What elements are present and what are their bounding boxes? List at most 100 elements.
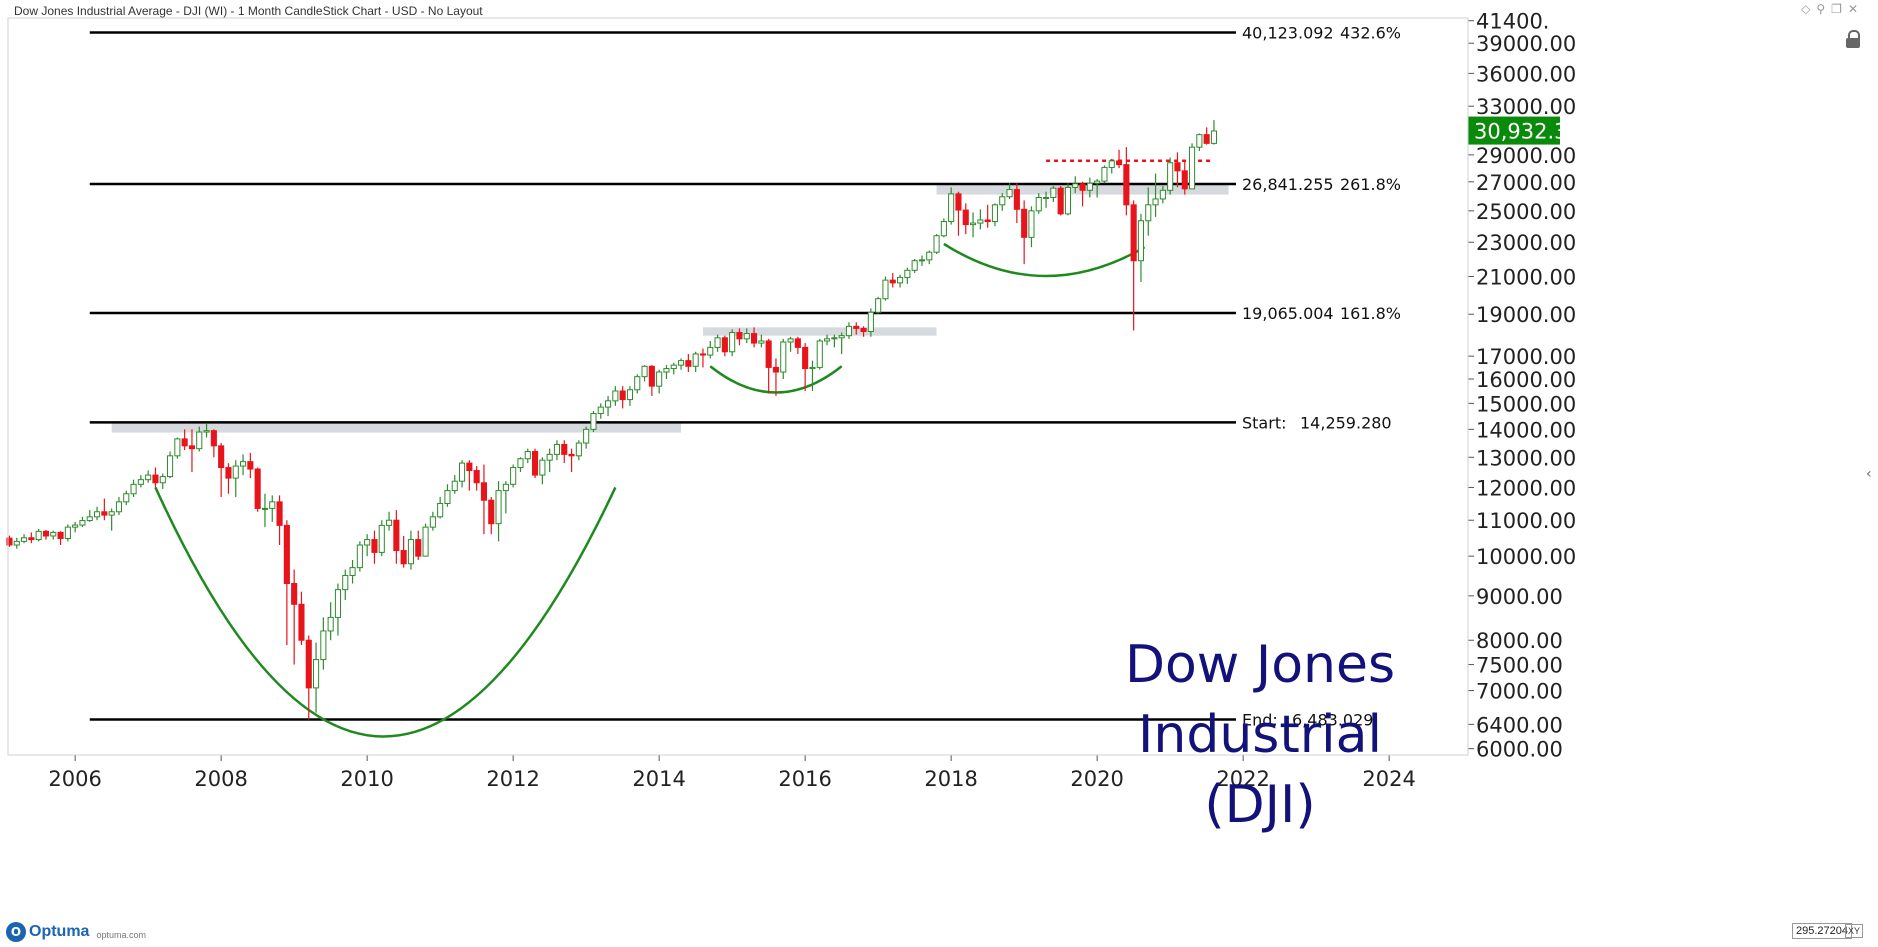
candle-body (809, 366, 816, 370)
candle (371, 530, 378, 564)
date-tick-label: 2006 (48, 767, 101, 791)
price-tick-label: 33000.00 (1476, 95, 1576, 119)
optuma-logo-icon: O (6, 922, 26, 942)
diamond-icon[interactable]: ◇ (1801, 2, 1817, 16)
candle-body (597, 406, 604, 415)
chart-title-line-2: (DJI) (1204, 775, 1316, 835)
fibonacci-levels (89, 31, 1236, 721)
restore-icon[interactable]: ❐ (1831, 2, 1848, 16)
candle (1145, 187, 1152, 236)
close-icon[interactable]: ✕ (1847, 2, 1864, 16)
candle-body (1181, 170, 1188, 190)
candle (181, 429, 188, 451)
candle-body (502, 483, 509, 492)
candle-body (867, 311, 874, 332)
candle (218, 443, 225, 497)
candle (320, 617, 327, 670)
price-tick-label: 6000.00 (1476, 738, 1563, 762)
candle-body (889, 279, 896, 284)
chevron-left-icon[interactable]: ‹ (1866, 466, 1872, 482)
candle (57, 531, 64, 546)
pin-icon[interactable]: ⚲ (1816, 2, 1832, 16)
candle (1028, 206, 1035, 248)
candle (13, 537, 20, 549)
candle-body (583, 428, 590, 444)
candle-body (269, 501, 276, 509)
candle (1189, 143, 1196, 190)
candle-body (459, 462, 466, 482)
candle-body (1101, 166, 1108, 182)
candle (386, 511, 393, 531)
candle (72, 521, 79, 533)
candle (1137, 213, 1145, 282)
candle-body (276, 501, 283, 526)
candle-body (1167, 162, 1174, 191)
candle-body (794, 338, 801, 348)
candle-body (1086, 182, 1093, 191)
candle (276, 495, 283, 546)
candle-body (123, 493, 130, 503)
candle-body (553, 443, 561, 455)
candle (42, 529, 50, 540)
price-tick-label: 19000.00 (1476, 303, 1576, 327)
candle-body (882, 279, 889, 300)
candle (145, 470, 152, 483)
candle-body (626, 389, 634, 401)
candle (524, 448, 531, 464)
xy-toggle-button[interactable]: XY (1845, 924, 1864, 938)
candle-body (86, 516, 93, 522)
candle (999, 193, 1006, 211)
candle (590, 410, 597, 433)
candle (991, 203, 999, 227)
candle (393, 510, 400, 564)
candle-body (780, 341, 787, 373)
candle-body (1159, 189, 1166, 200)
candle-body (685, 360, 692, 367)
candle (1210, 120, 1218, 145)
candle (553, 440, 561, 461)
window-toolbar: ◇⚲❐✕ (1801, 2, 1864, 16)
candle-body (743, 333, 750, 340)
level-percent: 161.8% (1340, 304, 1401, 323)
candle (79, 516, 86, 528)
candle (816, 338, 823, 370)
candle-body (181, 438, 188, 447)
candle-body (1072, 183, 1079, 188)
lock-icon[interactable] (1846, 30, 1860, 48)
logo-subtext: optuma.com (96, 930, 146, 940)
price-axis[interactable]: 41400.39000.00 36000.00 33000.00 29000.00 27… (1467, 10, 1576, 762)
candle (831, 334, 838, 348)
candle (707, 340, 714, 359)
candle-body (429, 516, 436, 528)
candle-body (422, 526, 429, 557)
candle-body (203, 430, 210, 433)
optuma-logo: O Optuma optuma.com (6, 922, 146, 942)
candle (327, 602, 334, 641)
candle (634, 374, 641, 394)
date-tick-label: 2012 (486, 767, 539, 791)
candle-body (115, 501, 123, 513)
candle (64, 524, 71, 542)
candle (670, 362, 677, 375)
candle-body (991, 204, 999, 223)
candle-body (167, 455, 174, 478)
candle-body (225, 467, 232, 479)
level-value: 14,259.280 (1300, 413, 1392, 432)
candle (1101, 165, 1108, 184)
candle-body (495, 490, 502, 525)
candle-body (729, 332, 736, 353)
candle-body (612, 390, 619, 402)
candle-body (386, 519, 393, 526)
candle (940, 218, 947, 238)
candle (984, 204, 991, 228)
candle-body (619, 390, 626, 401)
candle (1094, 179, 1101, 198)
level-prefix: End: (1242, 710, 1278, 729)
candle-body (152, 474, 159, 484)
candle (378, 520, 385, 557)
candle-body (188, 445, 196, 450)
candle-body (663, 368, 670, 373)
price-tick-label: 6400.00 (1476, 713, 1563, 737)
candle-body (174, 438, 181, 457)
